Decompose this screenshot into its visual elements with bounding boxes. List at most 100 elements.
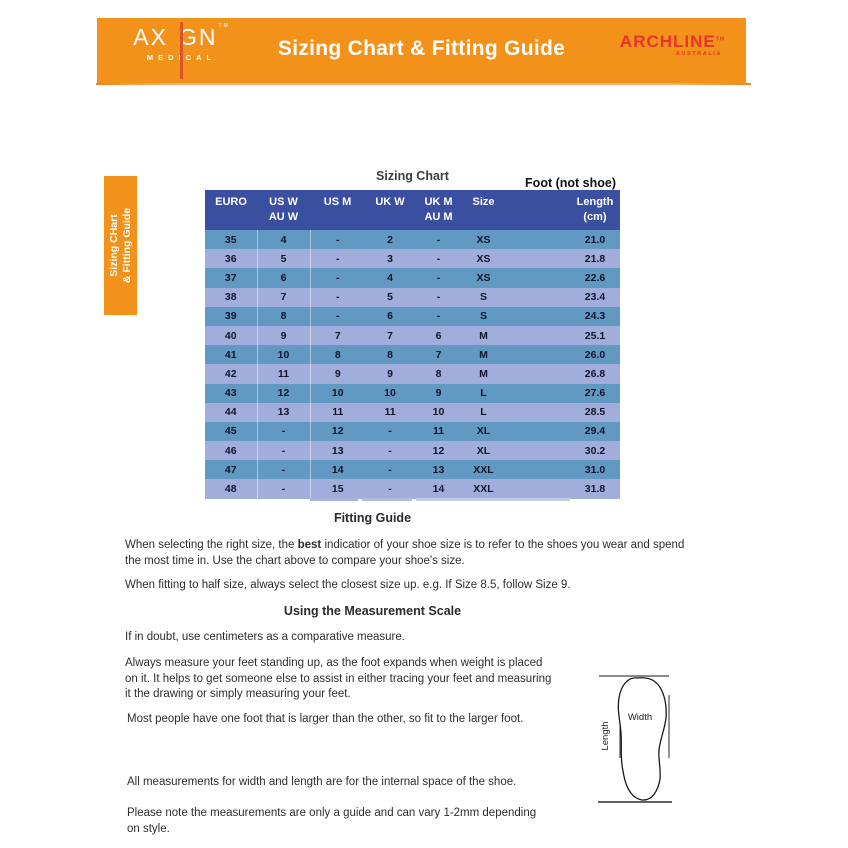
cell: 14: [432, 483, 445, 496]
table-bottom-stub: [416, 498, 570, 501]
cell: 7: [387, 329, 393, 342]
cell-spacer: [505, 479, 570, 498]
cell: 31.8: [584, 483, 606, 496]
axign-logo: AX GN TM MEDICAL: [129, 22, 234, 79]
table-row: 39 8 - 6 - S 24.3: [205, 306, 620, 326]
paragraph-text: the most time in. Use the chart above to…: [125, 554, 465, 567]
sizing-chart-table: EURO US W AU W US M UK W UK M AU M Size Length (c…: [205, 190, 621, 499]
cell: 14: [331, 463, 344, 476]
cell: 8: [387, 348, 393, 361]
cell: 3: [387, 252, 393, 265]
cell: L: [480, 406, 487, 419]
cell: 21.0: [584, 233, 606, 246]
cell: 26.0: [584, 348, 606, 361]
axign-logo-subtitle: MEDICAL: [129, 53, 234, 62]
cell: -: [257, 421, 311, 442]
cell: 37: [205, 268, 258, 288]
archline-logo-name: ARCHLINETM: [620, 33, 725, 50]
cell: 42: [205, 364, 258, 384]
cell-spacer: [505, 288, 570, 307]
paragraph-text: When selecting the right size, the: [125, 539, 298, 551]
cell: 10: [257, 345, 311, 365]
cell: 10: [432, 406, 445, 419]
cell-spacer: [505, 249, 570, 268]
width-label: Width: [628, 712, 652, 723]
fitting-guide-heading: Fitting Guide: [333, 511, 412, 525]
cell: 35: [205, 230, 258, 250]
cell: -: [436, 233, 441, 246]
table-body: 35 4-2- XS 21.0 36 5-3- XS 21.8 37 6-4- XS 22.6 38 7-…: [205, 230, 620, 499]
cell: -: [336, 310, 340, 323]
paragraph-text: indicatior of your shoe size is to refer…: [321, 539, 685, 551]
cell: XXL: [473, 483, 494, 496]
cell: 11: [384, 406, 396, 419]
cell: L: [480, 387, 487, 400]
side-tab: Sizing CHart & Fitting Guide: [104, 176, 137, 315]
cell: 27.6: [584, 387, 606, 400]
cell: 30.2: [584, 444, 606, 457]
cell: 39: [205, 306, 258, 326]
archline-logo: ARCHLINETM AUSTRALIA: [620, 33, 725, 57]
cell: 7: [257, 287, 311, 307]
cell: 22.6: [584, 271, 606, 284]
cell: S: [479, 291, 487, 304]
cell: -: [388, 425, 392, 438]
length-label: Length: [600, 721, 611, 750]
cell: 29.4: [584, 425, 606, 438]
cell: -: [436, 291, 441, 304]
axign-logo-name: AX GN TM: [129, 23, 234, 50]
cell: 9: [435, 387, 442, 400]
axign-logo-bar: [180, 22, 183, 79]
cell: M: [479, 348, 488, 361]
archline-trademark: TM: [715, 36, 725, 43]
column-header: Length (cm): [570, 190, 620, 230]
cell: 9: [387, 367, 393, 380]
cell: 5: [257, 249, 311, 269]
cell: 8: [257, 306, 311, 326]
cell-spacer: [505, 364, 570, 383]
table-row: 41 10 8 8 7 M 26.0: [205, 345, 620, 365]
table-row: 47-14-13 XXL 31.0: [205, 460, 620, 480]
cell: 12: [257, 383, 311, 403]
cell: S: [479, 310, 487, 323]
cell: 11: [432, 425, 445, 438]
cell: -: [436, 252, 441, 265]
cell: 13: [432, 463, 445, 476]
cell: -: [257, 479, 311, 499]
cell-spacer: [505, 230, 570, 249]
cell: XXL: [473, 463, 494, 476]
table-header: EURO US W AU W US M UK W UK M AU M Size Length (c…: [205, 190, 620, 230]
cell: -: [436, 271, 441, 284]
cell: 11: [332, 406, 344, 419]
cell: 15: [331, 483, 344, 496]
column-header: US M: [310, 190, 365, 230]
table-row: 42 11 9 9 8 M 26.8: [205, 364, 620, 384]
cell: XL: [476, 444, 491, 457]
column-header: UK M AU M: [415, 190, 462, 230]
cell: 11: [257, 364, 311, 384]
cell: M: [479, 367, 488, 380]
table-row: 44 13 11 11 10 L 28.5: [205, 402, 620, 422]
axign-logo-part2: GN: [178, 24, 218, 50]
cell: 46: [205, 441, 258, 461]
cell: 5: [387, 291, 393, 304]
cell: 45: [205, 421, 258, 442]
table-bottom-stub: [362, 498, 412, 501]
side-tab-line1: Sizing CHart: [107, 214, 120, 277]
paragraph-line: on it. It helps to get someone else to a…: [125, 672, 552, 685]
fitting-guide-paragraph-2: When fitting to half size, always select…: [125, 579, 571, 591]
cell: XL: [476, 425, 491, 438]
cell-spacer: [505, 268, 570, 287]
page-title: Sizing Chart & Fitting Guide: [277, 37, 566, 60]
cell: -: [336, 271, 340, 284]
cell: XS: [476, 252, 491, 265]
cell: -: [336, 252, 340, 265]
header-banner: AX GN TM MEDICAL Sizing Chart & Fitting …: [97, 18, 746, 83]
cell: 41: [205, 345, 258, 365]
cell: 6: [387, 310, 393, 323]
paragraph-line: it the drawing or simply measuring your …: [125, 688, 351, 700]
cell: 7: [334, 329, 341, 342]
cell: 31.0: [584, 463, 606, 476]
axign-trademark: TM: [218, 23, 230, 29]
cell: 6: [257, 268, 311, 288]
